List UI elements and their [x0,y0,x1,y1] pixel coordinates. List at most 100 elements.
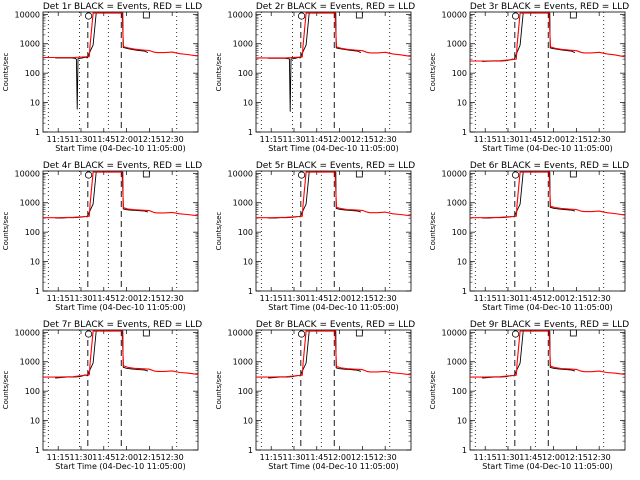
square-marker [569,11,577,19]
x-tick-label: 11:30 [496,135,519,144]
series-group [470,330,625,379]
circle-marker [297,330,306,338]
x-tick-label: 12:00 [542,294,565,303]
y-tick-label: 100 [452,387,467,396]
x-tick-label: 11:15 [474,294,497,303]
x-tick-label: 12:30 [374,135,397,144]
y-axis-label: Counts/sec [429,53,437,92]
lld-series-line [43,12,198,59]
x-tick-label: 11:15 [474,453,497,462]
lld-series-line [256,12,411,59]
plot-title: Det 6r BLACK = Events, RED = LLD [470,161,629,171]
x-tick-label: 12:30 [161,294,184,303]
plot-title: Det 3r BLACK = Events, RED = LLD [470,2,629,12]
y-tick-label: 100 [452,228,467,237]
x-tick-label: 11:45 [519,135,542,144]
y-tick-label: 10000 [442,169,467,178]
events-series-line [268,12,362,112]
x-axis-label: Start Time (04-Dec-10 11:05:00) [55,303,186,312]
y-tick-label: 1000 [20,199,40,208]
plot-title: Det 7r BLACK = Events, RED = LLD [43,320,202,330]
lld-series-line [470,12,625,62]
y-tick-label: 100 [238,387,253,396]
x-axis-label: Start Time (04-Dec-10 11:05:00) [482,144,613,153]
y-tick-label: 10 [30,258,40,267]
x-tick-label: 11:30 [69,135,92,144]
x-tick-label: 11:15 [260,135,283,144]
x-axis-label: Start Time (04-Dec-10 11:05:00) [268,303,399,312]
x-tick-label: 12:15 [565,135,588,144]
x-tick-label: 11:45 [92,135,115,144]
y-tick-label: 1 [35,128,40,137]
y-tick-label: 100 [25,69,40,78]
x-tick-label: 11:45 [305,135,328,144]
series-group [43,12,198,110]
y-tick-label: 10 [30,99,40,108]
x-tick-label: 11:45 [92,294,115,303]
y-tick-label: 10 [457,417,467,426]
x-tick-label: 11:30 [496,453,519,462]
y-tick-label: 1 [248,446,253,455]
y-tick-label: 10000 [228,328,253,337]
y-tick-label: 100 [238,69,253,78]
y-axis-label: Counts/sec [2,371,10,410]
x-tick-label: 12:00 [115,135,138,144]
x-tick-label: 12:30 [588,294,611,303]
plot-frame [469,329,626,451]
square-marker [142,11,150,19]
y-tick-label: 1 [35,446,40,455]
events-series-line [268,171,362,219]
plot-frame [255,170,412,292]
lld-series-line [43,171,198,219]
y-tick-label: 10000 [15,169,40,178]
x-tick-label: 12:00 [328,294,351,303]
x-tick-label: 12:30 [588,453,611,462]
y-tick-label: 1000 [447,199,467,208]
y-tick-label: 1 [35,287,40,296]
x-tick-label: 11:15 [260,294,283,303]
y-tick-label: 1 [462,287,467,296]
plot-frame [42,329,199,451]
circle-marker [84,330,93,338]
y-tick-label: 1 [462,446,467,455]
circle-marker [84,12,93,20]
series-group [470,12,625,62]
events-series-line [55,171,149,219]
x-tick-label: 12:15 [565,453,588,462]
x-tick-label: 12:30 [374,453,397,462]
square-marker [569,170,577,178]
lld-series-line [256,171,411,219]
x-tick-label: 12:15 [138,135,161,144]
x-axis-label: Start Time (04-Dec-10 11:05:00) [268,144,399,153]
events-series-line [268,330,362,379]
square-marker [355,11,363,19]
y-tick-label: 1 [248,128,253,137]
plot-title: Det 4r BLACK = Events, RED = LLD [43,161,202,171]
events-series-line [55,330,149,379]
x-tick-label: 12:15 [565,294,588,303]
x-tick-label: 11:15 [47,135,70,144]
y-tick-label: 1000 [20,40,40,49]
circle-marker [84,171,93,179]
circle-marker [511,12,520,20]
square-marker [142,170,150,178]
square-marker [569,329,577,337]
lld-series-line [470,171,625,219]
detector-plot-4: Det 4r BLACK = Events, RED = LLD 11:15 11:… [2,161,202,312]
x-tick-label: 11:45 [305,294,328,303]
y-axis-label: Counts/sec [215,212,223,251]
x-tick-label: 11:15 [47,294,70,303]
series-group [43,330,198,379]
y-tick-label: 100 [25,228,40,237]
x-tick-label: 11:45 [305,453,328,462]
plot-frame [255,11,412,133]
x-tick-label: 12:00 [542,135,565,144]
lld-series-line [43,330,198,378]
x-tick-label: 12:00 [115,453,138,462]
y-tick-label: 10000 [228,10,253,19]
